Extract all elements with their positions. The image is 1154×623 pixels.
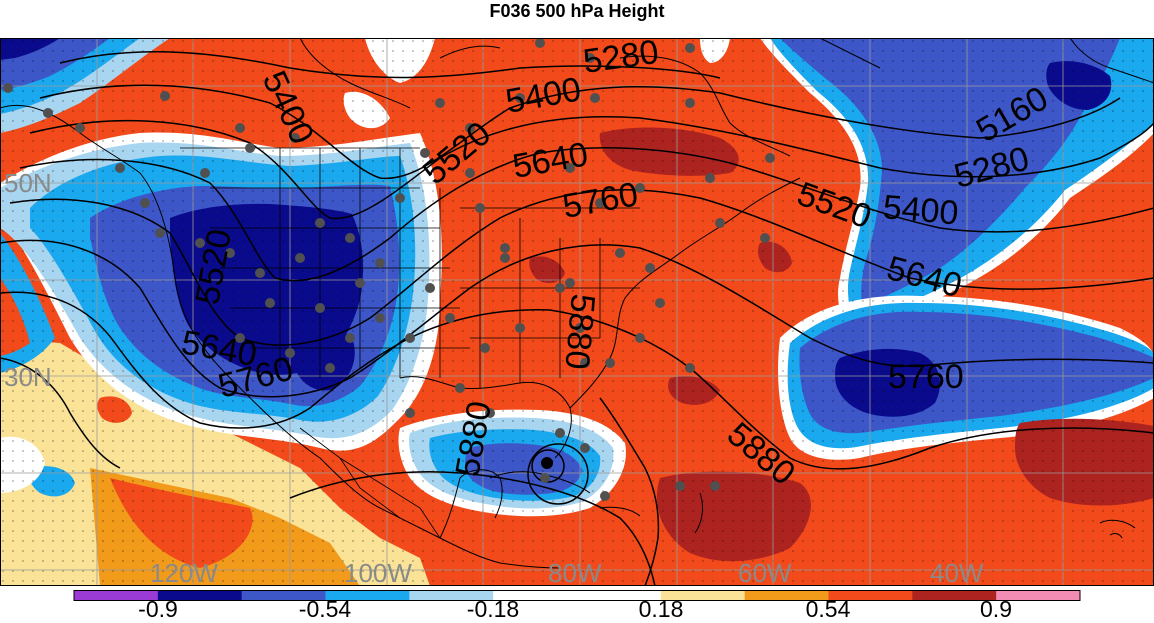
colorbar-swatch: [744, 590, 829, 601]
lon-label-60w: 60W: [738, 558, 792, 586]
colorbar-label: -0.18: [466, 596, 520, 622]
colorbar-label: 0.9: [980, 596, 1012, 622]
center-marker: [541, 457, 553, 469]
colorbar-swatch: [577, 590, 662, 601]
anomaly-fill: [0, 38, 1154, 586]
colorbar-label: 0.18: [638, 596, 684, 622]
colorbar-swatch: [241, 590, 326, 601]
colorbar-swatch: [660, 590, 746, 601]
colorbar-swatch: [157, 590, 243, 601]
colorbar: [73, 590, 1081, 601]
axis-labels: 50N 30N 120W 100W 80W 60W 40W: [4, 168, 984, 586]
colorbar-swatch: [828, 590, 913, 601]
political-borders: [180, 147, 640, 539]
colorbar-swatch: [493, 590, 578, 601]
graticule: [0, 38, 1154, 586]
contour-label: 5880: [557, 292, 601, 371]
lon-label-40w: 40W: [930, 558, 984, 586]
lon-label-120w: 120W: [150, 558, 218, 586]
lat-label-50n: 50N: [4, 168, 52, 198]
colorbar-frame: [73, 590, 1081, 601]
map-canvas: 5280 5400 5160 5280 5400 5520 5640 5520 …: [0, 38, 1154, 586]
colorbar-label: -0.9: [138, 596, 178, 622]
lon-label-80w: 80W: [548, 558, 602, 586]
colorbar-label: -0.54: [298, 596, 352, 622]
lat-label-30n: 30N: [4, 362, 52, 392]
colorbar-label: 0.54: [805, 596, 851, 622]
station-dots: [3, 38, 775, 501]
colorbar-swatch: [912, 590, 997, 601]
map-title: F036 500 hPa Height: [489, 1, 665, 21]
coastlines: [0, 38, 1154, 569]
contour-label: 5400: [881, 188, 960, 232]
colorbar-swatch: [325, 590, 410, 601]
significance-stipple: [0, 38, 1154, 586]
lon-label-100w: 100W: [344, 558, 412, 586]
colorbar-swatch: [996, 590, 1081, 601]
colorbar-swatches: [74, 590, 1081, 601]
contour-label: 5760: [888, 358, 964, 396]
map-panel: 5280 5400 5160 5280 5400 5520 5640 5520 …: [0, 38, 1154, 586]
colorbar-swatch: [74, 590, 159, 601]
colorbar-swatch: [409, 590, 494, 601]
